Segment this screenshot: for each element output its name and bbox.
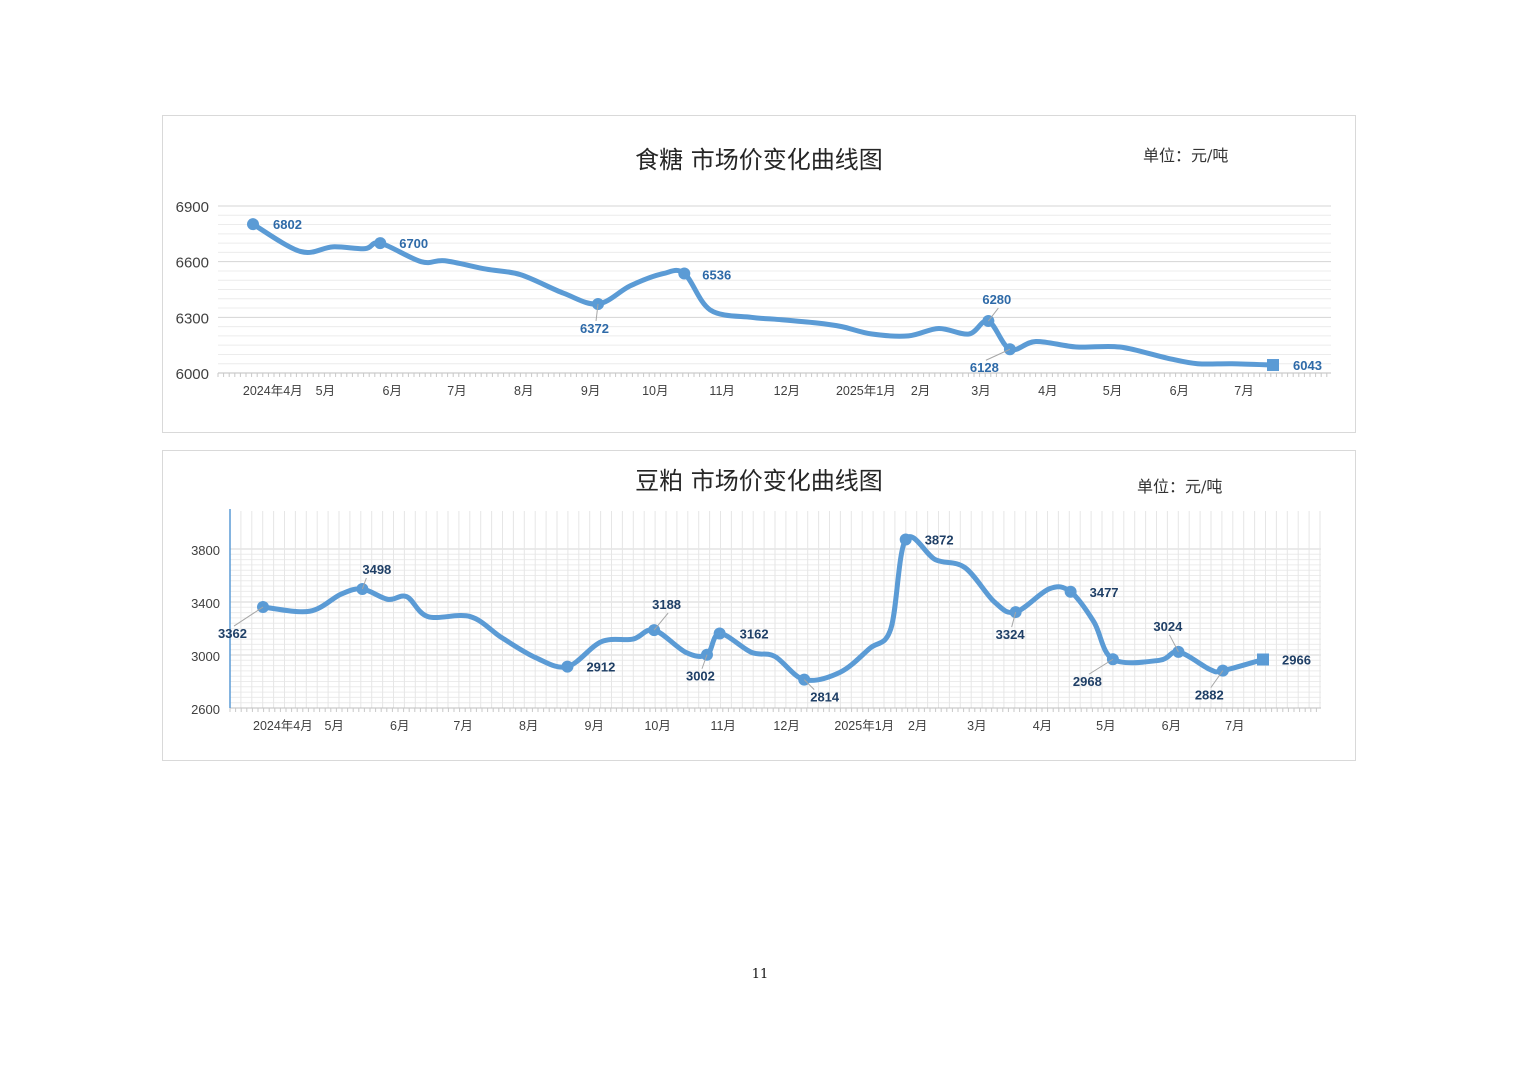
sugar-chart-unit: 单位：元/吨 xyxy=(1143,146,1229,165)
data-label: 6280 xyxy=(982,292,1011,307)
sugar-chart-title: 食糖 市场价变化曲线图 xyxy=(635,146,883,174)
data-label: 2912 xyxy=(586,660,615,675)
x-tick-label: 7月 xyxy=(1225,719,1244,733)
x-tick-label: 9月 xyxy=(581,384,600,398)
x-tick-label: 6月 xyxy=(1162,719,1181,733)
data-label: 3498 xyxy=(362,562,391,577)
x-tick-label: 5月 xyxy=(324,719,343,733)
data-label: 3162 xyxy=(740,627,769,642)
x-tick-label: 11月 xyxy=(710,719,735,733)
data-label-leader xyxy=(595,303,599,322)
price-series-line xyxy=(250,221,1276,368)
y-tick-label: 6900 xyxy=(176,199,209,216)
data-label: 6802 xyxy=(273,217,302,232)
x-tick-label: 8月 xyxy=(519,719,538,733)
page-number: 11 xyxy=(751,967,769,982)
x-tick-label: 5月 xyxy=(1096,719,1115,733)
data-point-marker xyxy=(561,660,574,673)
data-point-marker xyxy=(356,583,369,596)
data-label-leader xyxy=(1210,670,1224,688)
data-label: 2968 xyxy=(1073,674,1102,689)
soymeal-chart-unit: 单位：元/吨 xyxy=(1137,477,1223,496)
x-tick-label: 2月 xyxy=(908,719,927,733)
gridlines xyxy=(229,511,1321,709)
data-label: 6128 xyxy=(970,360,999,375)
data-label-leader xyxy=(233,606,264,627)
data-point-marker xyxy=(374,237,387,250)
data-label: 3324 xyxy=(996,627,1026,642)
x-tick-label: 2025年1月 xyxy=(836,384,896,398)
x-tick-label: 10月 xyxy=(644,719,670,733)
x-tick-label: 2024年4月 xyxy=(253,719,313,733)
data-label-leader xyxy=(985,348,1011,361)
y-tick-label: 3000 xyxy=(191,649,220,664)
gridlines xyxy=(218,205,1331,374)
x-tick-label: 4月 xyxy=(1033,719,1052,733)
x-tick-label: 3月 xyxy=(971,384,990,398)
data-label-leader xyxy=(361,577,367,590)
data-label-leader xyxy=(987,307,999,322)
soymeal-price-chart: 3800 3400 3000 2600 2024年4月 5月 6月 7月 8月 9月 10月 11月 1… xyxy=(191,509,1321,733)
x-tick-label: 2025年1月 xyxy=(834,719,894,733)
soymeal-chart-panel: 豆粕 市场价变化曲线图 单位：元/吨 3800 3400 3000 2600 2024年… xyxy=(162,450,1356,761)
x-tick-label: 7月 xyxy=(453,719,472,733)
data-point-marker xyxy=(678,267,691,280)
data-point-marker xyxy=(700,648,713,661)
data-label-leader xyxy=(1088,658,1114,675)
data-label: 3872 xyxy=(925,532,954,547)
data-label: 2966 xyxy=(1282,653,1311,668)
x-tick-label: 4月 xyxy=(1038,384,1057,398)
x-tick-label: 11月 xyxy=(709,384,734,398)
data-label-leader xyxy=(653,612,669,631)
y-tick-label: 3800 xyxy=(191,543,220,558)
data-point-marker xyxy=(1064,585,1077,598)
x-tick-label: 2024年4月 xyxy=(243,384,303,398)
data-point-marker xyxy=(1106,653,1119,666)
data-label: 6700 xyxy=(399,236,428,251)
data-label: 2814 xyxy=(810,690,840,705)
y-tick-label: 6300 xyxy=(176,310,209,327)
x-tick-label: 12月 xyxy=(774,384,800,398)
x-tick-label: 6月 xyxy=(1170,384,1189,398)
data-label: 2882 xyxy=(1195,688,1224,703)
x-tick-label: 2月 xyxy=(911,384,930,398)
x-tick-label: 9月 xyxy=(585,719,604,733)
sugar-chart-panel: 食糖 市场价变化曲线图 单位：元/吨 6900 6600 6300 6000 2024年… xyxy=(162,115,1356,433)
data-label: 3002 xyxy=(686,669,715,684)
x-tick-label: 5月 xyxy=(316,384,335,398)
y-tick-label: 6000 xyxy=(176,366,209,383)
data-label-leader xyxy=(701,654,708,669)
data-label: 3362 xyxy=(218,626,247,641)
series-end-marker xyxy=(1257,653,1269,666)
data-point-marker xyxy=(592,297,605,310)
data-label-leader xyxy=(803,679,815,690)
data-label-leader xyxy=(1011,611,1017,628)
data-label: 6043 xyxy=(1293,358,1322,373)
x-tick-label: 7月 xyxy=(447,384,466,398)
x-tick-label: 12月 xyxy=(773,719,799,733)
price-series-line xyxy=(260,534,1266,683)
x-tick-label: 5月 xyxy=(1103,384,1122,398)
sugar-price-chart: 6900 6600 6300 6000 2024年4月 5月 6月 7月 8月 9月 10月 11月 1… xyxy=(176,199,1331,398)
data-label: 6372 xyxy=(580,321,609,336)
x-tick-label: 8月 xyxy=(514,384,533,398)
y-tick-label: 2600 xyxy=(191,702,220,717)
x-tick-label: 6月 xyxy=(383,384,402,398)
x-tick-label: 7月 xyxy=(1234,384,1253,398)
y-tick-label: 3400 xyxy=(191,596,220,611)
data-point-marker xyxy=(713,627,726,640)
x-tick-label: 10月 xyxy=(642,384,668,398)
x-tick-label: 3月 xyxy=(967,719,986,733)
data-point-marker xyxy=(247,218,259,231)
data-label: 3188 xyxy=(652,597,681,612)
x-tick-label: 6月 xyxy=(390,719,409,733)
data-label: 3024 xyxy=(1153,619,1183,634)
data-point-marker xyxy=(899,533,912,546)
soymeal-chart-title: 豆粕 市场价变化曲线图 xyxy=(635,467,883,495)
data-label-leader xyxy=(1168,634,1179,653)
y-tick-label: 6600 xyxy=(176,255,209,272)
data-label: 6536 xyxy=(702,268,731,283)
data-label: 3477 xyxy=(1090,585,1119,600)
series-end-marker xyxy=(1267,359,1279,372)
